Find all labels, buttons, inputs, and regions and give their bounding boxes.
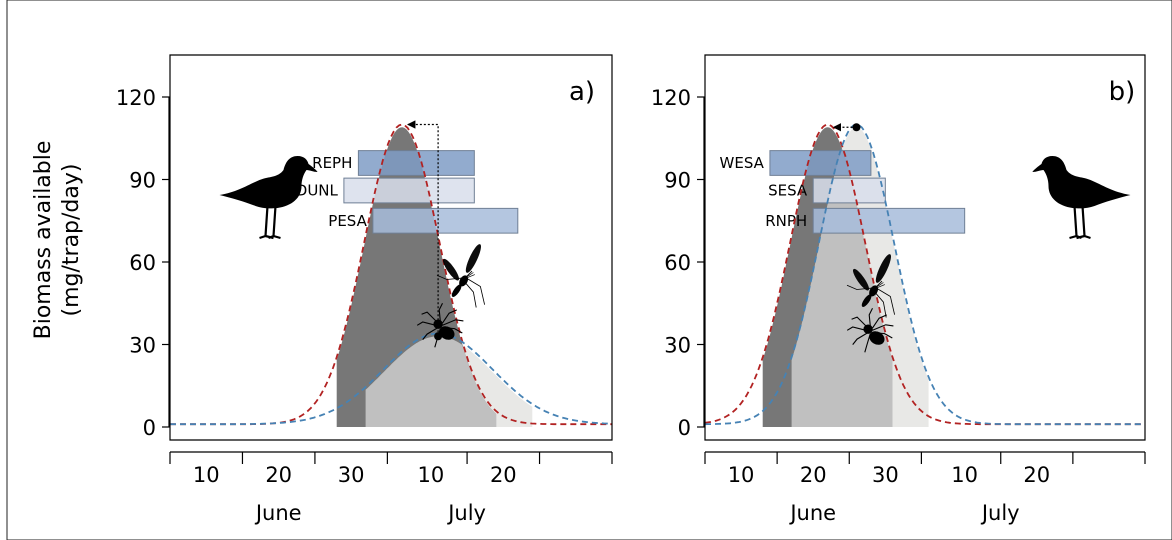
species-bar-reph	[357, 150, 475, 176]
panel-a: REPH DUNL PESA 0 30 60 90 120 10 20 30 10 20 June July…	[116, 54, 613, 525]
y-tick-label: 30	[664, 334, 691, 358]
overlap-shade-area	[791, 148, 893, 427]
species-label: PESA	[328, 212, 367, 230]
y-tick-label: 120	[651, 86, 691, 110]
panel-label: b)	[1109, 77, 1136, 107]
species-bar-pesa	[372, 207, 519, 234]
y-axis-title-line2: (mg/trap/day)	[59, 164, 84, 317]
y-tick-label: 90	[129, 169, 156, 193]
month-label: July	[446, 501, 486, 525]
x-tick-label: 30	[338, 463, 365, 487]
species-bar-sesa	[812, 177, 886, 204]
month-label: June	[254, 501, 302, 525]
species-label: WESA	[720, 154, 765, 172]
x-tick-label: 30	[872, 463, 899, 487]
y-tick-label: 90	[664, 169, 691, 193]
species-bar-dunl	[343, 177, 475, 204]
peak-marker-point	[852, 123, 861, 132]
species-label: SESA	[768, 182, 808, 200]
red-series-line	[704, 123, 1145, 426]
x-tick-label: 20	[265, 463, 292, 487]
plot-frame	[704, 54, 1146, 441]
plot-frame	[169, 54, 613, 441]
y-axis-title-line1: Biomass available	[31, 141, 56, 340]
x-tick-label: 10	[417, 463, 444, 487]
x-tick-label: 20	[1023, 463, 1050, 487]
x-tick-label: 20	[490, 463, 517, 487]
figure-border	[6, 0, 1172, 540]
species-bar-wesa	[769, 150, 872, 176]
panel-label: a)	[569, 77, 595, 107]
x-tick-label: 10	[951, 463, 978, 487]
blue-series-line	[704, 123, 1145, 426]
y-tick-label: 0	[143, 416, 156, 440]
y-tick-label: 60	[129, 251, 156, 275]
overlap-shade-area	[365, 336, 497, 427]
month-label: July	[980, 501, 1020, 525]
x-tick-label: 20	[800, 463, 827, 487]
species-label: RNPH	[765, 212, 807, 230]
species-label: REPH	[312, 154, 352, 172]
blue-series-line	[170, 332, 613, 426]
y-tick-label: 30	[129, 334, 156, 358]
month-label: June	[788, 501, 836, 525]
y-tick-label: 120	[116, 86, 156, 110]
species-label: DUNL	[296, 182, 339, 200]
x-tick-label: 10	[193, 463, 220, 487]
y-axis-title: Biomass available (mg/trap/day)	[31, 141, 84, 340]
x-tick-label: 10	[728, 463, 755, 487]
y-tick-label: 0	[678, 416, 691, 440]
y-tick-label: 60	[664, 251, 691, 275]
